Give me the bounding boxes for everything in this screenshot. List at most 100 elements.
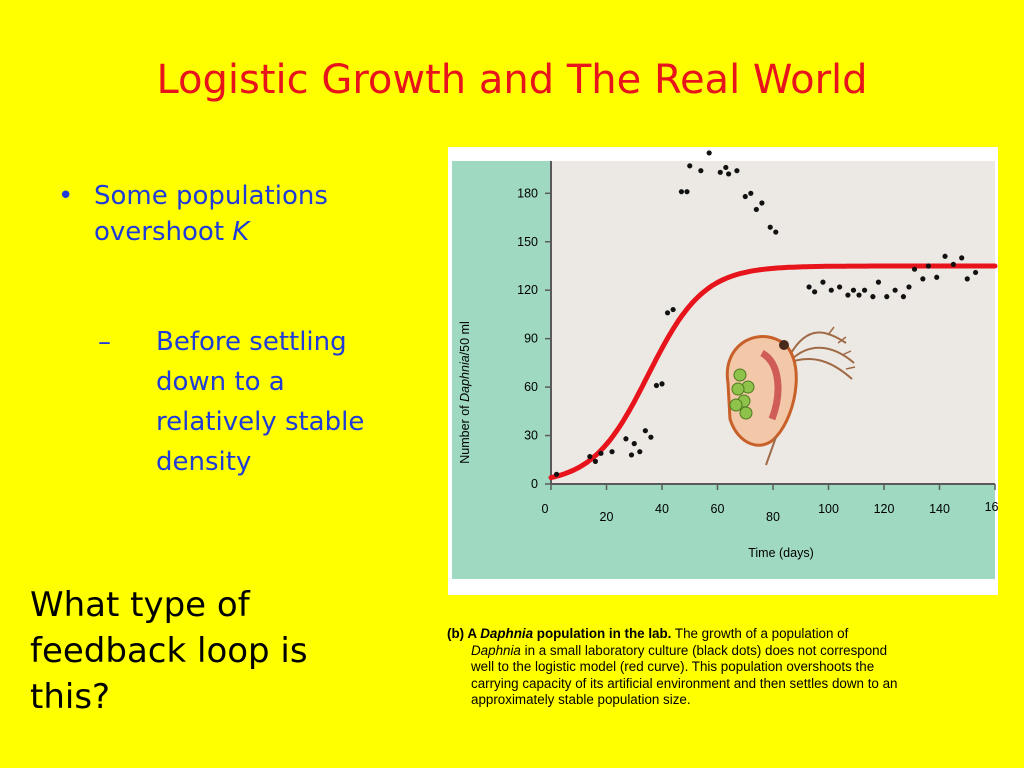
data-point (742, 193, 748, 200)
data-point (845, 292, 851, 298)
data-point (773, 229, 779, 235)
x-tick-label: 140 (929, 502, 950, 516)
data-point (861, 287, 868, 293)
data-point (925, 263, 931, 269)
data-point (767, 224, 773, 230)
data-point (837, 284, 843, 290)
data-point (678, 189, 685, 195)
data-point (900, 294, 907, 300)
data-point (687, 163, 693, 169)
data-point (664, 310, 671, 316)
data-point (653, 382, 660, 389)
data-point (906, 284, 912, 290)
sub-bullet-line: relatively stable (156, 407, 365, 437)
data-point (587, 453, 593, 460)
data-point (934, 274, 940, 280)
caption-label: (b) A (447, 626, 481, 641)
data-point (734, 168, 740, 174)
caption-line: (b) A Daphnia population in the lab. The… (447, 626, 1019, 643)
caption-text: in a small laboratory culture (black dot… (520, 642, 888, 658)
y-tick-label: 90 (524, 332, 538, 346)
logistic-curve (548, 263, 998, 481)
daphnia-chart: 0 30 60 90 120 150 180 0 20 40 60 80 100 120 140 160 Tim… (452, 150, 998, 579)
data-point (950, 261, 956, 267)
bullet-text: Some populations overshoot K (94, 178, 398, 250)
caption-text-italic: Daphnia (471, 642, 521, 658)
daphnia-gut (759, 349, 782, 421)
figure-caption: (b) A Daphnia population in the lab. The… (447, 626, 1019, 709)
data-point (623, 436, 629, 442)
data-point (726, 171, 732, 177)
data-point (723, 164, 729, 171)
data-point (684, 189, 690, 195)
x-tick-label: 160 (985, 500, 998, 514)
daphnia-tail (765, 436, 777, 466)
data-point (706, 150, 712, 156)
data-point (806, 284, 812, 290)
y-axis-label: Number of Daphnia/50 ml (458, 321, 472, 463)
x-tick-label: 60 (711, 502, 725, 516)
bullet-text-line: overshoot (94, 217, 233, 247)
x-tick-label: 0 (542, 502, 549, 516)
data-point (875, 279, 882, 285)
y-tick-label: 120 (517, 283, 538, 297)
data-point (631, 441, 637, 447)
data-point (911, 266, 918, 272)
data-point (642, 428, 648, 434)
y-tick-label: 30 (524, 429, 538, 443)
caption-label-italic: Daphnia (480, 626, 534, 641)
sub-bullet-text: Before settling down to a relatively sta… (156, 322, 428, 482)
data-point (598, 450, 604, 456)
x-tick-label: 120 (874, 502, 895, 516)
bullet-marker: • (58, 181, 74, 211)
y-tick-label: 0 (531, 477, 538, 491)
data-point (972, 269, 979, 276)
sub-bullet-item: – Before settling down to a relatively s… (98, 322, 428, 482)
data-point (648, 434, 654, 440)
data-point (959, 255, 965, 261)
data-point (870, 294, 876, 300)
data-point (670, 306, 676, 313)
slide-title: Logistic Growth and The Real World (156, 57, 868, 103)
data-point (717, 169, 723, 175)
x-tick-label: 40 (655, 502, 669, 516)
y-tick-label: 150 (517, 235, 538, 249)
data-point (828, 287, 834, 293)
caption-text: The growth of a population of (671, 626, 849, 641)
sub-bullet-marker: – (98, 327, 111, 357)
bullet-item: • Some populations overshoot K (58, 178, 398, 250)
sub-bullet-line: down to a (156, 367, 285, 397)
data-point (659, 381, 665, 387)
y-tick-label: 60 (524, 380, 538, 394)
daphnia-illustration (725, 326, 856, 466)
sub-bullet-line: density (156, 447, 252, 477)
question-text: What type of feedback loop is this? (30, 582, 370, 720)
data-point (553, 471, 560, 477)
data-point (628, 452, 635, 458)
daphnia-antenna (827, 326, 856, 370)
x-axis-label: Time (days) (748, 546, 814, 560)
data-point (856, 292, 862, 298)
x-tick-label: 100 (818, 502, 839, 516)
data-point (759, 200, 765, 206)
daphnia-eye (779, 340, 789, 350)
bullet-text-line: Some populations (94, 181, 328, 211)
data-point (748, 190, 754, 196)
question-line: this? (30, 677, 111, 717)
data-point (892, 287, 898, 293)
caption-label-rest: population in the lab. (533, 626, 672, 641)
data-point (637, 449, 643, 455)
question-line: feedback loop is (30, 631, 308, 671)
data-point (609, 449, 615, 455)
sub-bullet-line: Before settling (156, 327, 347, 357)
data-point (753, 206, 759, 213)
data-point (964, 276, 970, 282)
caption-line: carrying capacity of its artificial envi… (471, 675, 898, 691)
caption-line: approximately stable population size. (471, 692, 691, 708)
daphnia-eggs (729, 368, 755, 420)
data-point (942, 253, 948, 259)
data-point (812, 289, 818, 295)
data-point (850, 287, 857, 293)
data-point (884, 294, 890, 300)
carrying-capacity-symbol: K (232, 217, 250, 247)
